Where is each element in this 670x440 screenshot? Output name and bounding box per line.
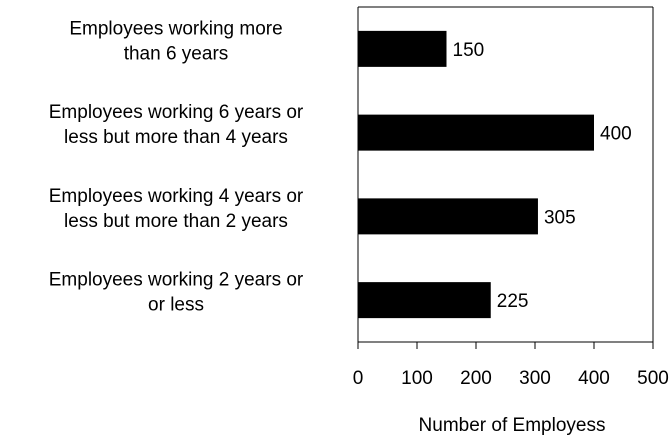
category-label-4-line-2: or less <box>148 295 204 316</box>
category-label-2-line-2: less but more than 4 years <box>64 127 288 148</box>
data-label-2: 400 <box>600 124 632 145</box>
category-label-3: Employees working 4 years or less but mor… <box>49 186 304 232</box>
data-label-4: 225 <box>497 291 529 312</box>
category-label-1-line-2: than 6 years <box>124 43 229 64</box>
x-tick-label-500: 500 <box>637 368 669 389</box>
x-tick-label-200: 200 <box>460 368 492 389</box>
x-tick-label-0: 0 <box>353 368 364 389</box>
bar-3 <box>358 198 538 234</box>
x-tick-label-400: 400 <box>578 368 610 389</box>
data-labels-group: 150 400 305 225 <box>453 40 632 312</box>
x-tick-label-100: 100 <box>401 368 433 389</box>
x-axis-ticks-group: 0 100 200 300 400 500 <box>353 342 669 389</box>
category-label-3-line-2: less but more than 2 years <box>64 211 288 232</box>
category-label-3-line-1: Employees working 4 years or <box>49 186 304 207</box>
category-label-1: Employees working more than 6 years <box>69 18 282 64</box>
category-labels-group: Employees working more than 6 yearsEmploy… <box>49 18 304 315</box>
category-label-4: Employees working 2 years or or less <box>49 270 304 316</box>
bar-2 <box>358 115 594 151</box>
category-label-4-line-1: Employees working 2 years or <box>49 270 304 291</box>
bar-1 <box>358 31 447 67</box>
category-label-2-line-1: Employees working 6 years or <box>49 102 304 123</box>
data-label-1: 150 <box>453 40 485 61</box>
category-label-1-line-1: Employees working more <box>69 18 282 39</box>
x-axis-title: Number of Employess <box>419 415 606 436</box>
category-label-2: Employees working 6 years or less but mor… <box>49 102 304 148</box>
bar-4 <box>358 282 491 318</box>
data-label-3: 305 <box>544 207 576 228</box>
x-tick-label-300: 300 <box>519 368 551 389</box>
bars-group <box>358 31 594 318</box>
